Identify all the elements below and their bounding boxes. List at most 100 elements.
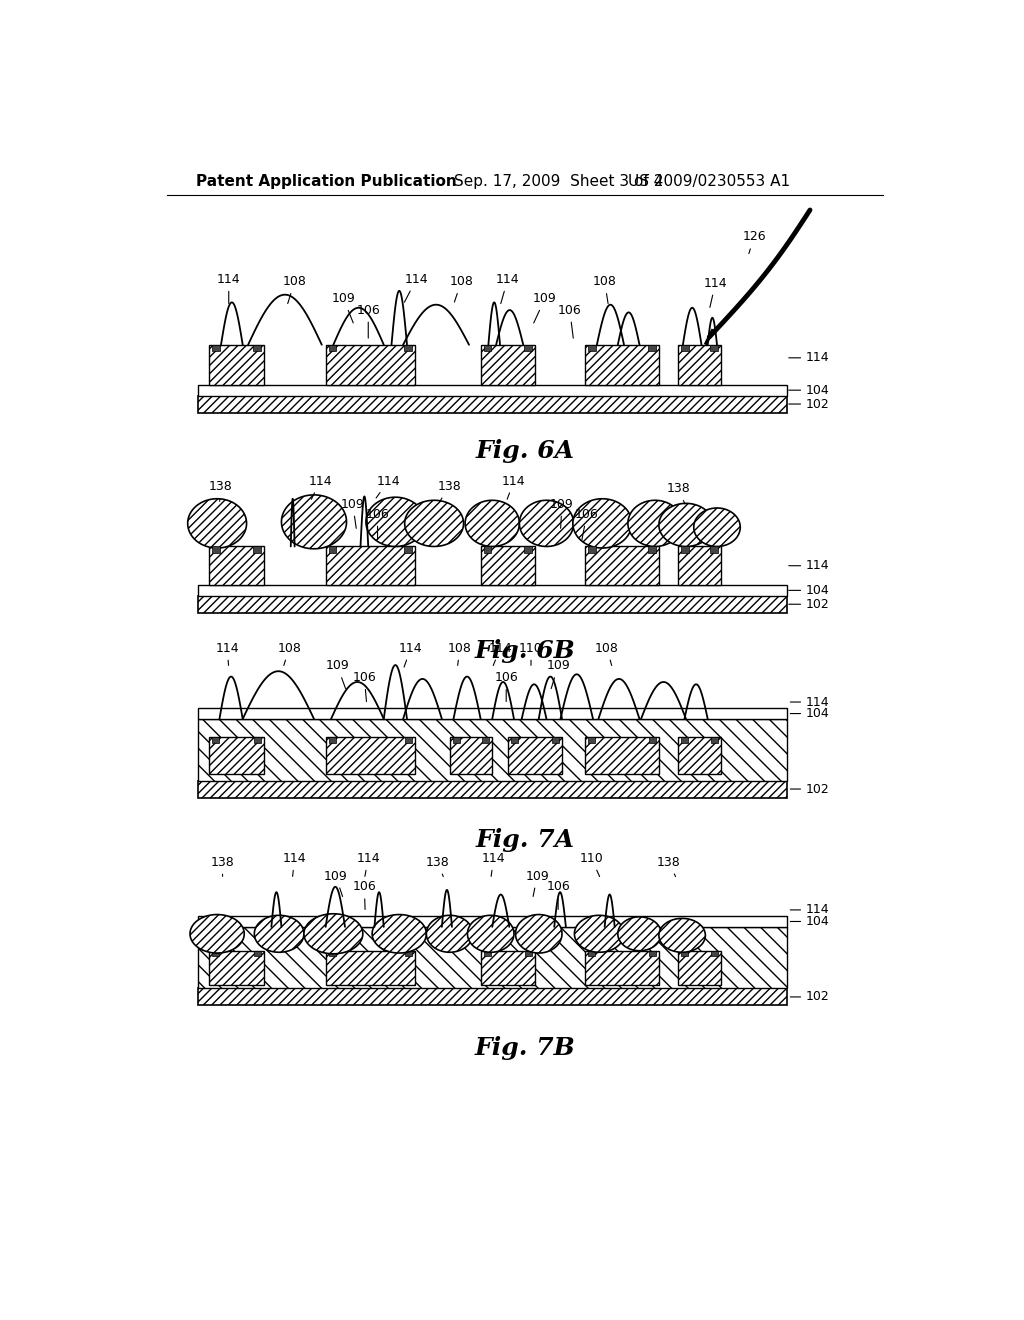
Text: 108: 108: [593, 275, 616, 304]
Bar: [329, 345, 337, 351]
Bar: [254, 738, 260, 743]
Text: 126: 126: [742, 231, 766, 253]
Polygon shape: [572, 499, 632, 548]
Bar: [403, 546, 412, 553]
Text: 106: 106: [546, 880, 570, 909]
Text: 109: 109: [525, 870, 549, 896]
Bar: [586, 345, 658, 385]
Text: 114: 114: [496, 273, 519, 304]
Bar: [198, 396, 786, 412]
Bar: [209, 546, 263, 585]
Polygon shape: [426, 915, 473, 952]
Text: 114: 114: [404, 273, 428, 302]
Text: Fig. 6A: Fig. 6A: [475, 440, 574, 463]
Bar: [589, 738, 595, 743]
Text: 102: 102: [791, 783, 829, 796]
Bar: [198, 385, 786, 396]
Bar: [212, 950, 219, 956]
Polygon shape: [404, 500, 464, 546]
Text: 114: 114: [791, 696, 829, 709]
Bar: [450, 738, 493, 775]
Bar: [480, 546, 535, 585]
Polygon shape: [187, 499, 247, 548]
Bar: [482, 738, 489, 743]
Text: 114: 114: [502, 474, 525, 499]
Text: 108: 108: [447, 642, 472, 665]
Polygon shape: [574, 915, 624, 952]
Text: 114: 114: [376, 474, 400, 498]
Bar: [483, 546, 492, 553]
Bar: [326, 950, 415, 985]
Text: 109: 109: [341, 498, 365, 528]
Text: 108: 108: [595, 642, 618, 665]
Bar: [678, 950, 721, 985]
Text: 106: 106: [366, 508, 389, 540]
Bar: [589, 345, 596, 351]
Polygon shape: [468, 915, 514, 952]
Bar: [681, 738, 688, 743]
Bar: [403, 345, 412, 351]
Bar: [586, 950, 658, 985]
Polygon shape: [304, 913, 362, 954]
Bar: [253, 345, 260, 351]
Text: 114: 114: [703, 277, 727, 308]
Text: Fig. 6B: Fig. 6B: [474, 639, 575, 663]
Bar: [198, 585, 786, 595]
Polygon shape: [366, 498, 425, 546]
Text: 110: 110: [580, 851, 603, 876]
Bar: [711, 950, 718, 956]
Bar: [589, 950, 595, 956]
Bar: [198, 989, 786, 1006]
Bar: [483, 950, 490, 956]
Polygon shape: [465, 500, 519, 546]
Text: Fig. 7B: Fig. 7B: [474, 1036, 575, 1060]
Polygon shape: [515, 915, 562, 953]
Bar: [326, 345, 415, 385]
Text: 106: 106: [558, 304, 582, 338]
Text: 108: 108: [283, 275, 306, 304]
Bar: [209, 345, 263, 385]
Text: 106: 106: [495, 671, 518, 701]
Text: 109: 109: [546, 659, 570, 689]
Text: 138: 138: [657, 855, 681, 876]
Text: 108: 108: [278, 642, 301, 665]
Bar: [198, 708, 786, 719]
Polygon shape: [254, 915, 304, 952]
Bar: [212, 345, 220, 351]
Text: 114: 114: [356, 851, 380, 876]
Bar: [198, 719, 786, 780]
Polygon shape: [658, 503, 713, 546]
Bar: [508, 738, 562, 775]
Text: 114: 114: [788, 351, 829, 364]
Polygon shape: [658, 919, 706, 952]
Bar: [480, 950, 535, 985]
Bar: [326, 738, 415, 775]
Text: 104: 104: [788, 384, 829, 397]
Text: 102: 102: [791, 990, 829, 1003]
Text: 114: 114: [791, 903, 829, 916]
Text: 109: 109: [332, 292, 355, 323]
Text: 114: 114: [217, 273, 241, 304]
Text: 104: 104: [788, 583, 829, 597]
Text: 138: 138: [667, 482, 690, 504]
Bar: [212, 546, 220, 553]
Bar: [329, 738, 336, 743]
Text: 114: 114: [283, 851, 306, 876]
Text: 114: 114: [308, 474, 332, 499]
Text: 109: 109: [534, 292, 557, 323]
Bar: [404, 950, 412, 956]
Text: 138: 138: [437, 480, 462, 502]
Bar: [649, 738, 655, 743]
Polygon shape: [628, 500, 682, 546]
Text: 102: 102: [788, 397, 829, 411]
Bar: [254, 950, 260, 956]
Bar: [586, 546, 658, 585]
Polygon shape: [617, 917, 662, 950]
Text: 106: 106: [356, 304, 380, 338]
Text: 138: 138: [211, 855, 234, 876]
Bar: [678, 345, 721, 385]
Bar: [404, 738, 412, 743]
Bar: [524, 950, 531, 956]
Text: 104: 104: [791, 708, 829, 721]
Polygon shape: [372, 915, 426, 953]
